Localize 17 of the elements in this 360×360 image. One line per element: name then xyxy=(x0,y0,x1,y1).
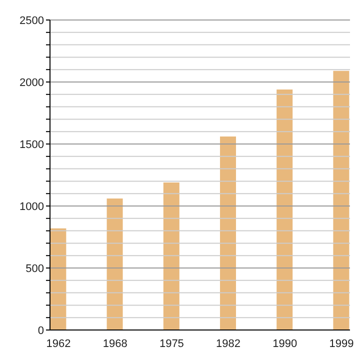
x-tick-label: 1968 xyxy=(102,338,128,350)
y-tick-label: 2500 xyxy=(20,14,44,27)
y-tick-label: 2000 xyxy=(20,76,44,89)
y-tick-label: 1000 xyxy=(20,200,44,213)
y-tick-label: 500 xyxy=(26,262,44,275)
x-tick-label: 1975 xyxy=(159,338,184,350)
y-tick-label: 0 xyxy=(38,324,44,337)
x-tick-label: 1999 xyxy=(329,338,354,350)
x-tick-label: 1990 xyxy=(272,338,298,350)
y-tick-label: 1500 xyxy=(20,138,44,151)
x-tick-label: 1982 xyxy=(216,338,241,350)
bar xyxy=(333,70,350,330)
bar xyxy=(163,182,180,330)
x-tick-label: 1962 xyxy=(46,338,71,350)
bar xyxy=(106,198,123,330)
bar xyxy=(220,136,236,330)
bar xyxy=(276,89,293,330)
